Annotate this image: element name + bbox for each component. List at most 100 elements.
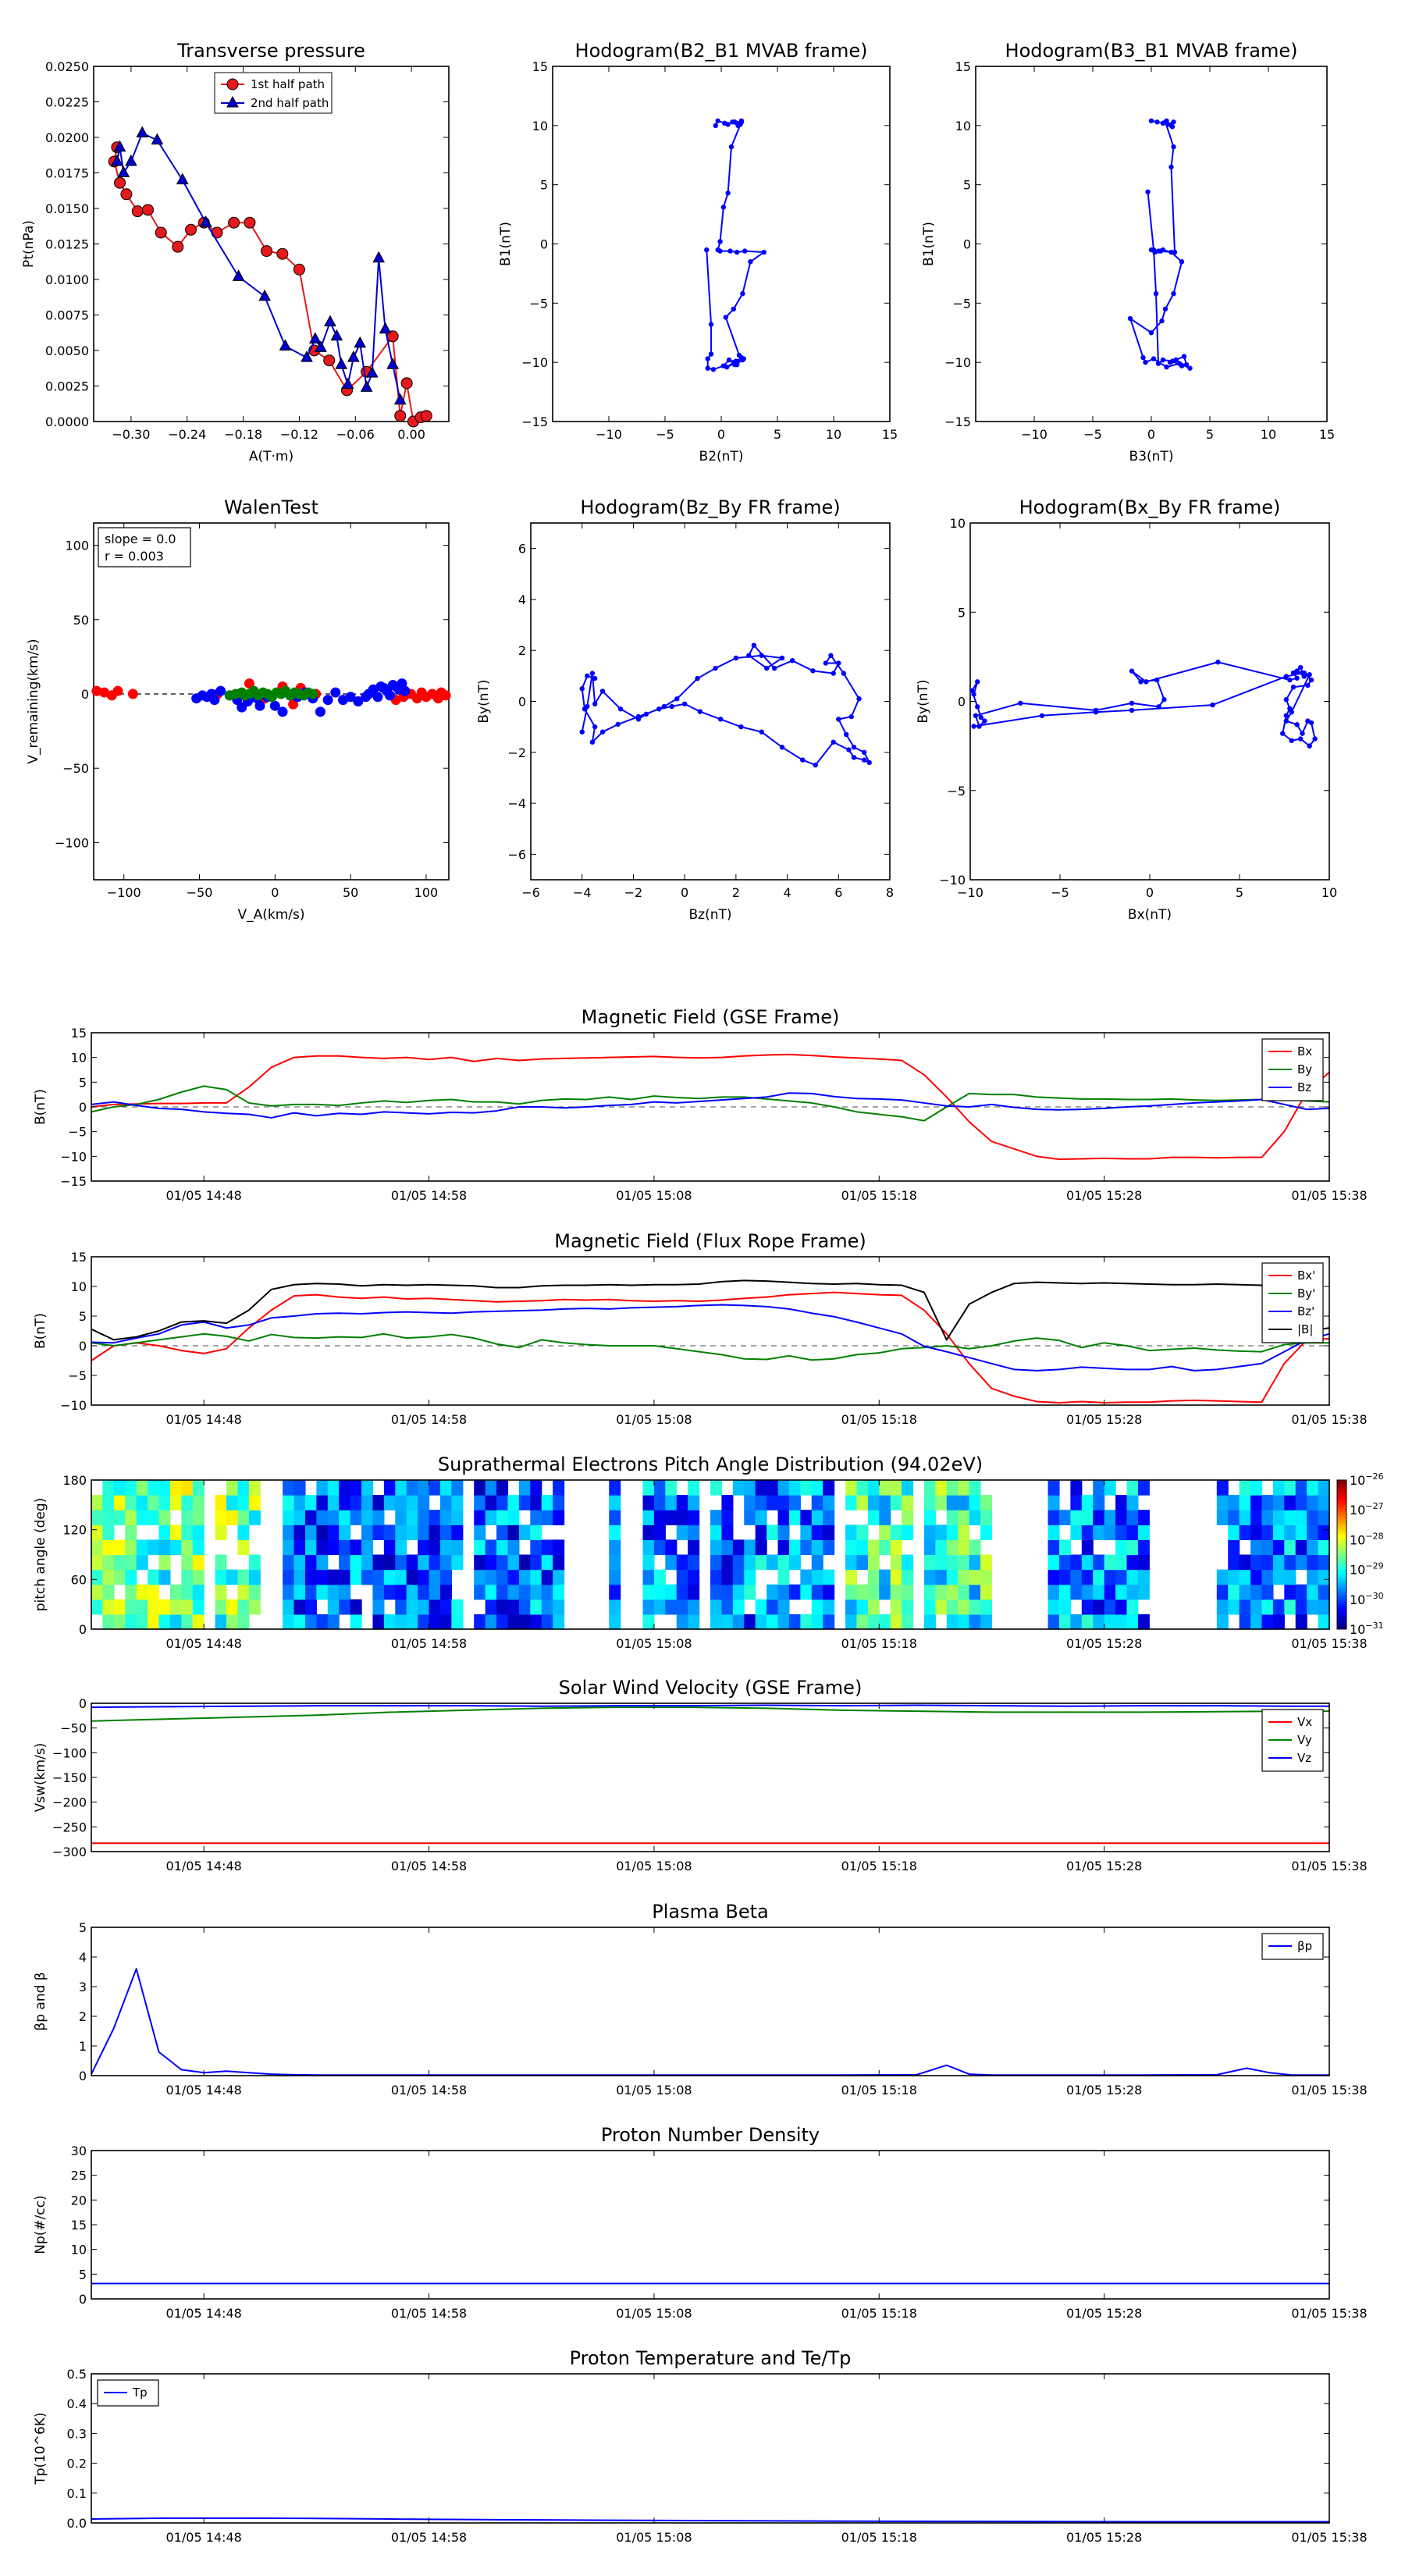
heatmap-cell — [530, 1569, 542, 1585]
heatmap-cell — [1295, 1480, 1307, 1496]
heatmap-cell — [1115, 1614, 1128, 1630]
data-point — [1129, 700, 1135, 706]
data-point — [1129, 668, 1135, 674]
colorbar-cell — [1337, 1512, 1346, 1516]
heatmap-cell — [811, 1510, 823, 1525]
heatmap-cell — [811, 1569, 823, 1585]
heatmap-cell — [755, 1495, 767, 1510]
heatmap-cell — [1272, 1480, 1285, 1496]
heatmap-cell — [744, 1480, 756, 1496]
data-point — [1129, 707, 1135, 713]
data-point — [1172, 249, 1178, 255]
y-tick-label: −15 — [944, 415, 971, 429]
heatmap-cell — [113, 1614, 126, 1630]
heatmap-cell — [890, 1525, 902, 1540]
data-point — [1283, 718, 1289, 724]
heatmap-cell — [1295, 1584, 1307, 1600]
heatmap-cell — [350, 1495, 362, 1510]
heatmap-cell — [474, 1539, 486, 1556]
heatmap-cell — [372, 1584, 385, 1600]
heatmap-cell — [474, 1525, 486, 1540]
heatmap-cell — [429, 1599, 441, 1615]
y-tick-label: 0 — [79, 2292, 87, 2307]
data-point — [717, 248, 723, 254]
colorbar-cell — [1337, 1604, 1346, 1607]
heatmap-cell — [923, 1584, 936, 1600]
heatmap-cell — [732, 1480, 745, 1496]
panel-beta: Plasma Beta 0 1 2 3 4 5 01/05 14:48 01/05 14:58 0… — [33, 1901, 1368, 2097]
heatmap-cell — [946, 1584, 959, 1600]
y-tick-label: −10 — [521, 355, 548, 370]
data-point — [831, 739, 836, 745]
heatmap-cell — [158, 1480, 171, 1496]
heatmap-cell — [1048, 1480, 1060, 1496]
heatmap-cell — [507, 1539, 520, 1556]
heatmap-cell — [136, 1599, 148, 1615]
data-point — [1161, 697, 1167, 703]
y-tick-label: −6 — [507, 847, 526, 862]
heatmap-cell — [518, 1599, 531, 1615]
y-tick-label: 0.0150 — [45, 201, 89, 216]
heatmap-cell — [688, 1599, 700, 1615]
heatmap-cell — [856, 1495, 869, 1510]
heatmap-cell — [1216, 1569, 1229, 1585]
y-axis-label: B(nT) — [33, 1089, 48, 1125]
chart-title: Plasma Beta — [652, 1901, 768, 1923]
heatmap-cell — [935, 1539, 948, 1556]
y-tick-label: 0.0225 — [45, 95, 89, 110]
colorbar-cell — [1337, 1621, 1346, 1625]
data-point — [1162, 306, 1168, 312]
heatmap-cell — [1126, 1510, 1139, 1525]
heatmap-cell — [811, 1599, 823, 1615]
x-tick-label: 0 — [1147, 427, 1155, 442]
heatmap-cell — [744, 1614, 756, 1630]
heatmap-cell — [1228, 1554, 1240, 1571]
heatmap-cell — [946, 1480, 959, 1496]
heatmap-cell — [158, 1599, 171, 1615]
axes-frame — [93, 522, 450, 881]
data-point — [315, 340, 327, 352]
x-tick-label: −0.18 — [224, 427, 262, 442]
y-tick-label: 5 — [79, 1309, 87, 1324]
data-point — [1156, 704, 1161, 710]
data-point — [720, 363, 727, 368]
y-tick-label: 15 — [71, 1026, 87, 1041]
y-tick-label: −10 — [60, 1149, 87, 1164]
heatmap-cell — [1081, 1554, 1094, 1571]
legend-label: Tp — [132, 2386, 148, 2400]
heatmap-cell — [935, 1569, 948, 1585]
heatmap-cell — [125, 1599, 137, 1615]
heatmap-cell — [339, 1599, 351, 1615]
data-point — [112, 685, 123, 696]
data-point — [976, 724, 982, 729]
y-tick-label: 10 — [955, 119, 971, 133]
data-point — [969, 688, 975, 693]
heatmap-cell — [800, 1539, 813, 1556]
heatmap-cell — [676, 1584, 688, 1600]
colorbar-cell — [1337, 1514, 1346, 1518]
data-point — [705, 365, 710, 371]
heatmap-cell — [946, 1599, 959, 1615]
data-point — [704, 247, 710, 253]
heatmap-cell — [935, 1599, 948, 1615]
heatmap-cell — [777, 1554, 790, 1571]
x-tick-label: 15 — [1319, 427, 1335, 442]
heatmap-cell — [744, 1554, 756, 1571]
heatmap-cell — [395, 1480, 407, 1496]
heatmap-cell — [518, 1584, 531, 1600]
heatmap-cell — [125, 1495, 137, 1510]
colorbar-cell — [1337, 1482, 1346, 1485]
heatmap-cell — [169, 1614, 182, 1630]
heatmap-cell — [361, 1525, 374, 1540]
heatmap-cell — [339, 1569, 351, 1585]
heatmap-cell — [1137, 1480, 1150, 1496]
data-point — [779, 655, 785, 661]
heatmap-cell — [1239, 1525, 1251, 1540]
x-tick-label: −5 — [1083, 427, 1102, 442]
heatmap-cell — [811, 1525, 823, 1540]
heatmap-cell — [248, 1569, 261, 1585]
y-tick-label: 0 — [79, 1622, 87, 1637]
heatmap-cell — [811, 1480, 823, 1496]
heatmap-cell — [1261, 1614, 1274, 1630]
x-tick-label: 4 — [783, 885, 791, 900]
